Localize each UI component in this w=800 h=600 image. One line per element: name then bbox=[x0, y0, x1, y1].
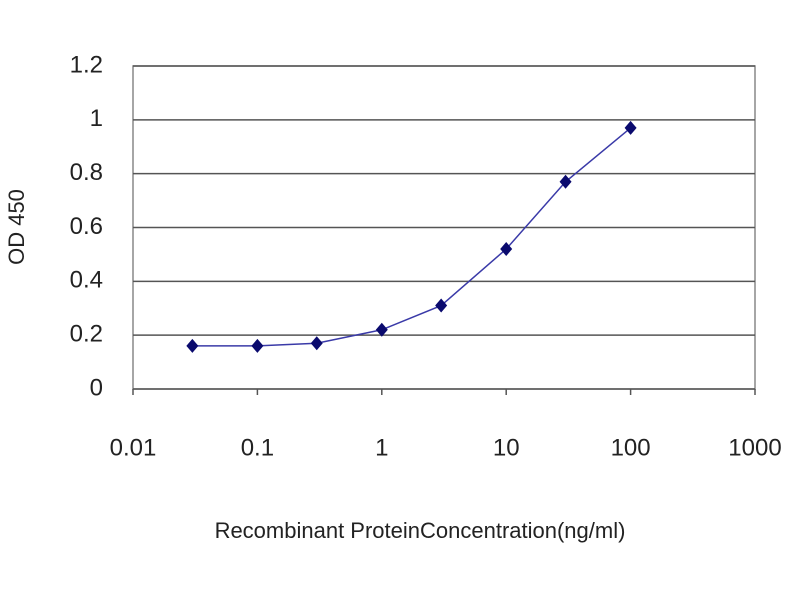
y-tick-label: 0.4 bbox=[70, 267, 103, 294]
y-tick-label: 0.8 bbox=[70, 159, 103, 186]
x-tick-label: 0.1 bbox=[241, 434, 274, 461]
x-tick-label: 1000 bbox=[728, 434, 781, 461]
x-axis-title: Recombinant ProteinConcentration(ng/ml) bbox=[215, 518, 626, 543]
y-tick-label: 0.2 bbox=[70, 321, 103, 348]
y-tick-label: 1.2 bbox=[70, 51, 103, 78]
y-tick-label: 0.6 bbox=[70, 213, 103, 240]
y-tick-label: 1 bbox=[90, 105, 103, 132]
data-point bbox=[500, 242, 513, 257]
data-point bbox=[186, 338, 199, 353]
data-point bbox=[251, 338, 264, 353]
data-point bbox=[310, 336, 323, 351]
x-tick-label: 0.01 bbox=[110, 434, 157, 461]
data-point bbox=[559, 174, 572, 189]
data-point bbox=[375, 322, 388, 337]
x-tick-label: 100 bbox=[611, 434, 651, 461]
y-tick-label: 0 bbox=[90, 374, 103, 401]
x-tick-label: 1 bbox=[375, 434, 388, 461]
data-line bbox=[192, 127, 632, 347]
data-point bbox=[624, 120, 637, 135]
x-tick-label: 10 bbox=[493, 434, 520, 461]
y-axis-title: OD 450 bbox=[4, 189, 29, 265]
data-point bbox=[435, 298, 448, 313]
